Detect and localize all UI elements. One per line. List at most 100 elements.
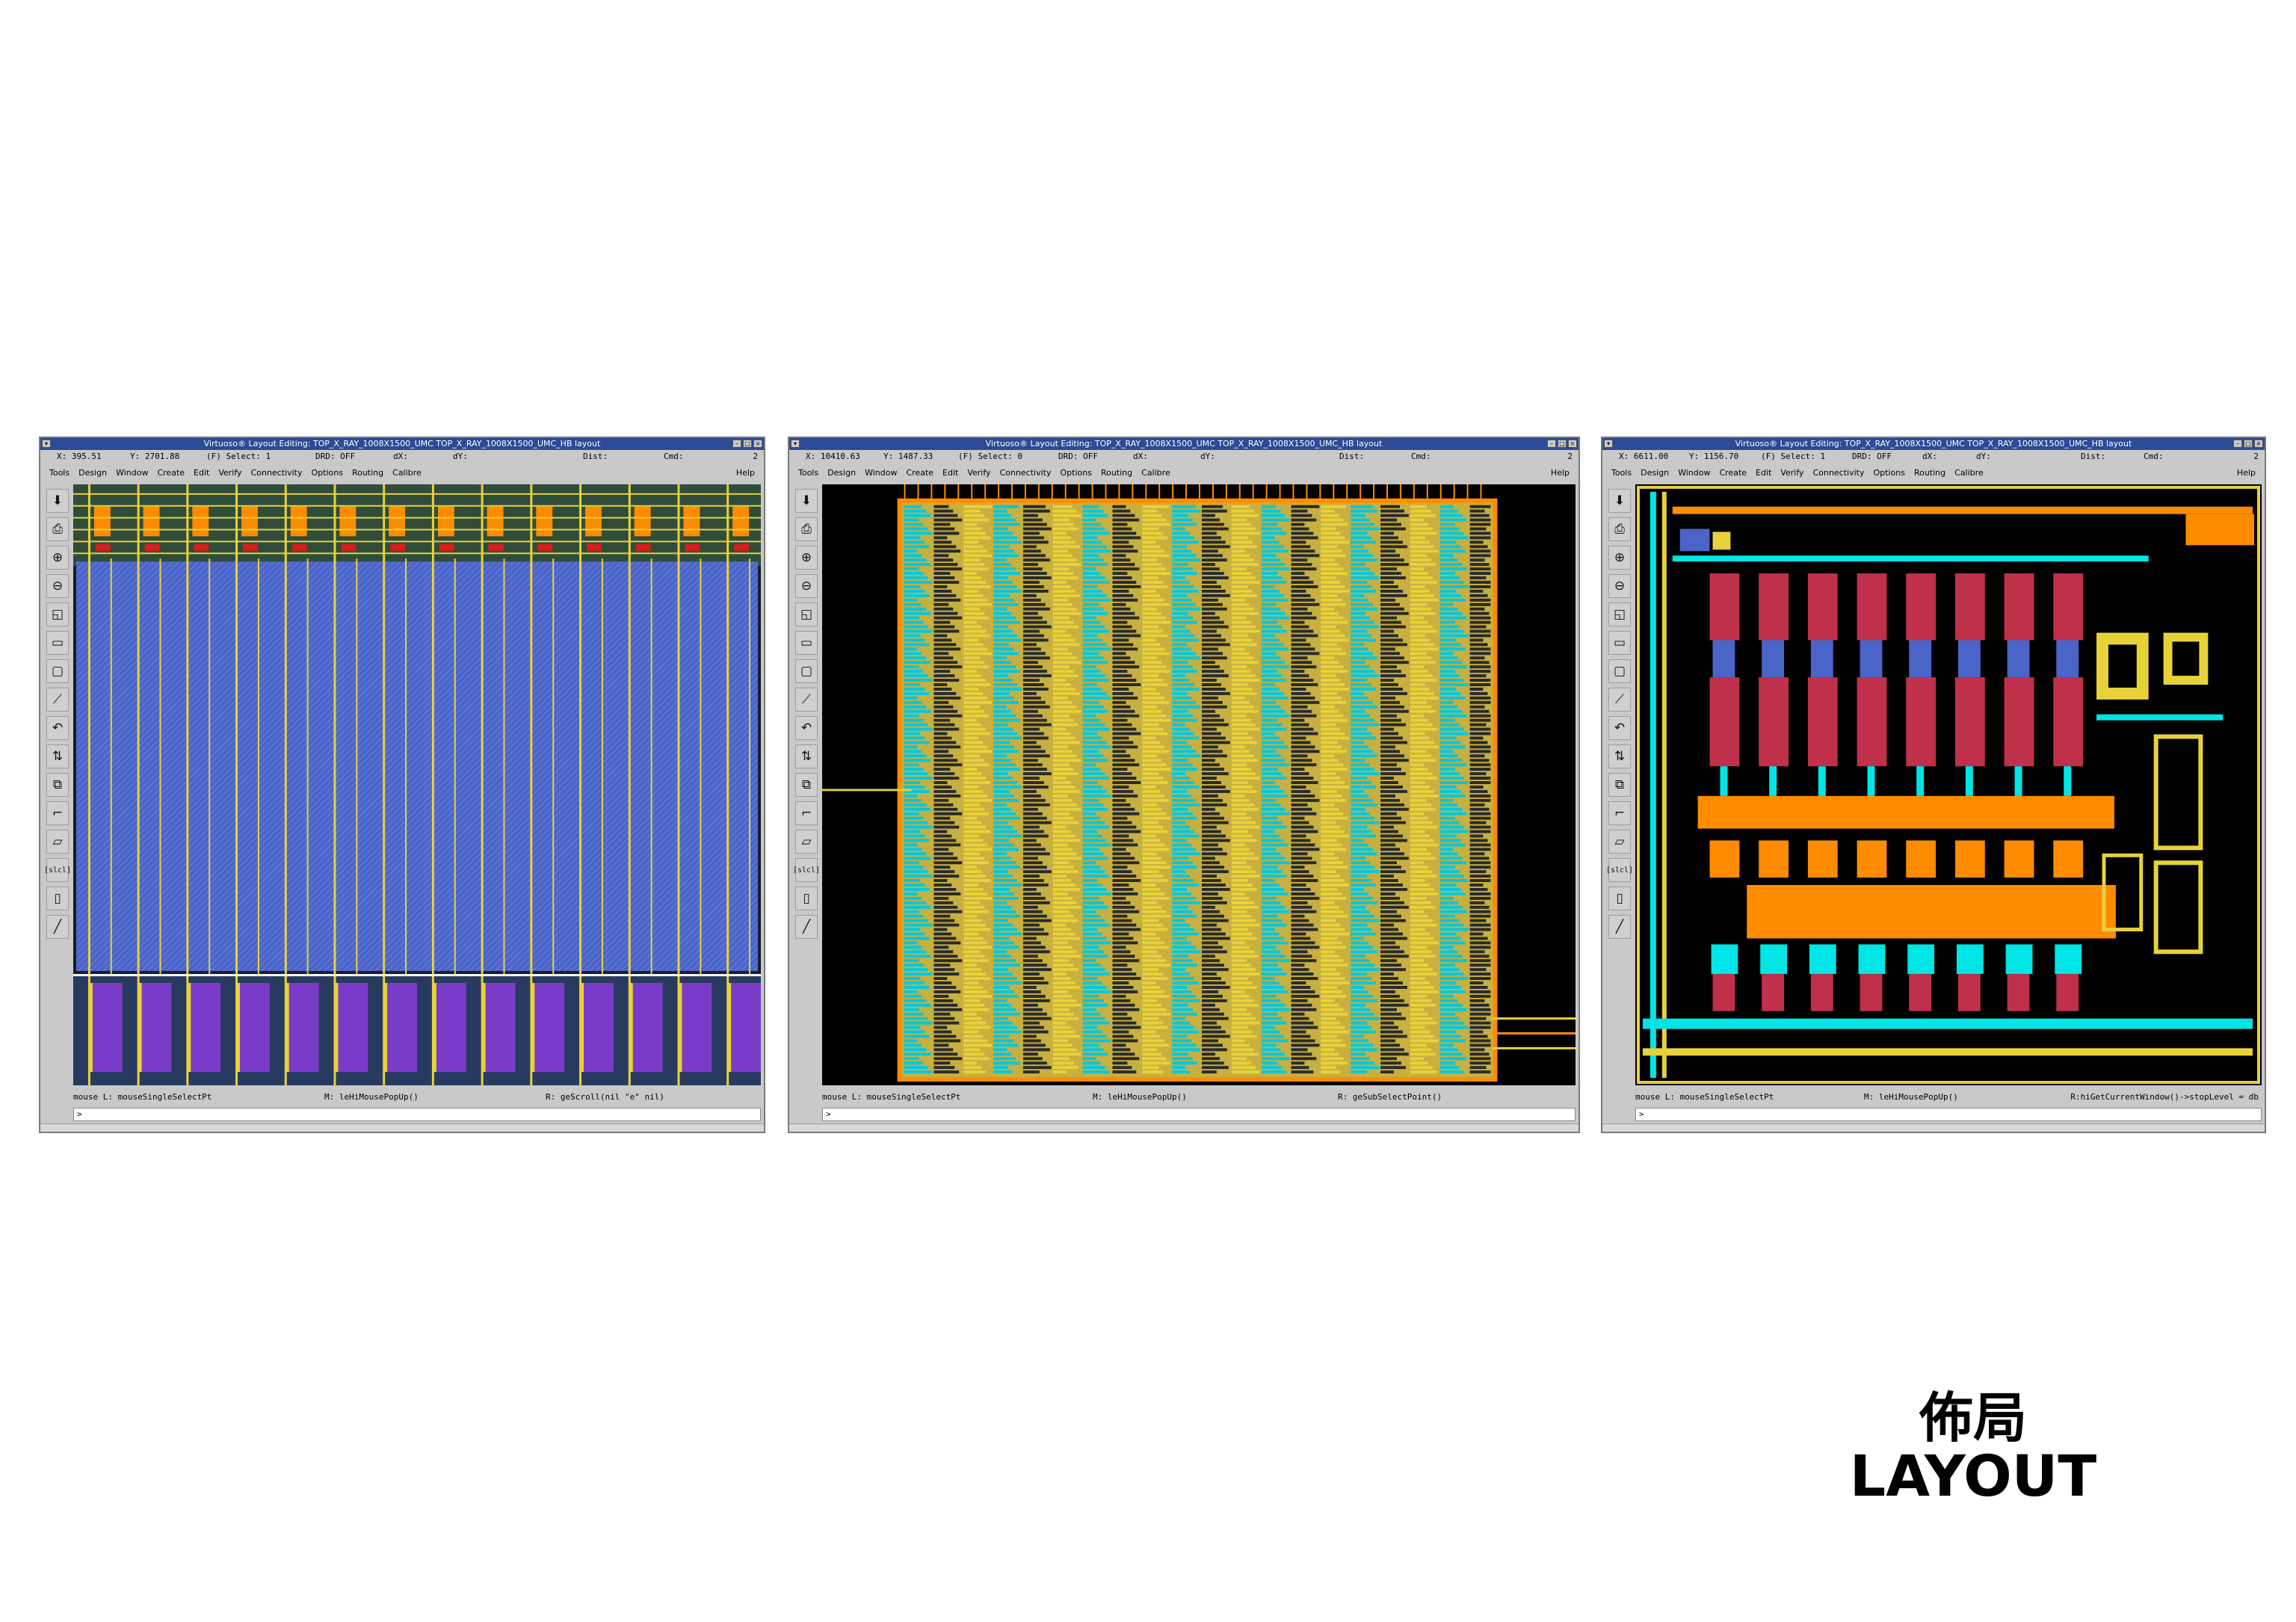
minimize-icon[interactable]: – (1547, 440, 1556, 448)
menu-options[interactable]: Options (1873, 468, 1905, 478)
print-icon[interactable]: ⎙ (1608, 517, 1631, 541)
menu-calibre[interactable]: Calibre (1954, 468, 1984, 478)
save-icon[interactable]: ⬇ (46, 489, 69, 513)
cil-input[interactable]: > (1635, 1108, 2262, 1121)
menu-create[interactable]: Create (906, 468, 934, 478)
save-icon[interactable]: ⬇ (795, 489, 818, 513)
wire-icon[interactable]: ╱ (1608, 915, 1631, 939)
ruler-icon[interactable]: ⟋ (46, 688, 69, 712)
fit-view-icon[interactable]: ◱ (795, 602, 818, 626)
maximize-icon[interactable]: □ (743, 440, 752, 448)
menu-window[interactable]: Window (1678, 468, 1711, 478)
pan-icon[interactable]: ▭ (795, 631, 818, 655)
slice-icon[interactable]: [slcl] (44, 858, 71, 882)
polygon-icon[interactable]: ▱ (795, 830, 818, 854)
close-icon[interactable]: × (1568, 440, 1577, 448)
menu-edit[interactable]: Edit (942, 468, 959, 478)
menu-connectivity[interactable]: Connectivity (999, 468, 1052, 478)
layout-canvas[interactable] (1635, 484, 2262, 1085)
wire-icon[interactable]: ╱ (46, 915, 69, 939)
slice-icon[interactable]: [slcl] (793, 858, 820, 882)
menu-calibre[interactable]: Calibre (1141, 468, 1170, 478)
path-icon[interactable]: ⌐ (1608, 801, 1631, 825)
cil-input[interactable]: > (73, 1108, 761, 1121)
path-icon[interactable]: ⌐ (46, 801, 69, 825)
stretch-icon[interactable]: ⇅ (46, 744, 69, 768)
menu-help[interactable]: Help (2236, 468, 2256, 478)
save-icon[interactable]: ⬇ (1608, 489, 1631, 513)
menu-create[interactable]: Create (1719, 468, 1747, 478)
pan-icon[interactable]: ▭ (1608, 631, 1631, 655)
maximize-icon[interactable]: □ (1558, 440, 1567, 448)
zoom-out-icon[interactable]: ⊖ (46, 574, 69, 598)
menu-help[interactable]: Help (1550, 468, 1570, 478)
menu-design[interactable]: Design (827, 468, 857, 478)
stretch-icon[interactable]: ⇅ (1608, 744, 1631, 768)
menu-tools[interactable]: Tools (798, 468, 819, 478)
undo-icon[interactable]: ↶ (795, 716, 818, 740)
undo-icon[interactable]: ↶ (1608, 716, 1631, 740)
zoom-in-icon[interactable]: ⊕ (795, 546, 818, 570)
window-menu-icon[interactable]: ▾ (42, 440, 51, 448)
menu-connectivity[interactable]: Connectivity (250, 468, 303, 478)
menu-edit[interactable]: Edit (194, 468, 210, 478)
fit-view-icon[interactable]: ◱ (1608, 602, 1631, 626)
title-bar[interactable]: ▾ Virtuoso® Layout Editing: TOP_X_RAY_10… (789, 438, 1578, 450)
zoom-in-icon[interactable]: ⊕ (1608, 546, 1631, 570)
fit-view-icon[interactable]: ◱ (46, 602, 69, 626)
menu-window[interactable]: Window (865, 468, 898, 478)
menu-verify[interactable]: Verify (218, 468, 242, 478)
select-icon[interactable]: ▢ (795, 659, 818, 683)
polygon-icon[interactable]: ▱ (46, 830, 69, 854)
layout-canvas[interactable] (73, 484, 761, 1085)
menu-options[interactable]: Options (1060, 468, 1092, 478)
title-bar[interactable]: ▾ Virtuoso® Layout Editing: TOP_X_RAY_10… (1602, 438, 2265, 450)
menu-verify[interactable]: Verify (1780, 468, 1804, 478)
menu-window[interactable]: Window (116, 468, 149, 478)
ruler-icon[interactable]: ⟋ (1608, 688, 1631, 712)
menu-routing[interactable]: Routing (1100, 468, 1133, 478)
window-menu-icon[interactable]: ▾ (1604, 440, 1613, 448)
menu-connectivity[interactable]: Connectivity (1812, 468, 1865, 478)
print-icon[interactable]: ⎙ (46, 517, 69, 541)
slice-icon[interactable]: [slcl] (1606, 858, 1633, 882)
menu-design[interactable]: Design (78, 468, 108, 478)
menu-help[interactable]: Help (735, 468, 755, 478)
stretch-icon[interactable]: ⇅ (795, 744, 818, 768)
menu-routing[interactable]: Routing (1913, 468, 1946, 478)
zoom-out-icon[interactable]: ⊖ (1608, 574, 1631, 598)
undo-icon[interactable]: ↶ (46, 716, 69, 740)
select-icon[interactable]: ▢ (1608, 659, 1631, 683)
path-icon[interactable]: ⌐ (795, 801, 818, 825)
hierarchy-icon[interactable]: ⧉ (1608, 773, 1631, 797)
label-icon[interactable]: ▯ (1608, 886, 1631, 910)
menu-calibre[interactable]: Calibre (392, 468, 422, 478)
menu-routing[interactable]: Routing (351, 468, 384, 478)
menu-options[interactable]: Options (311, 468, 343, 478)
title-bar[interactable]: ▾ Virtuoso® Layout Editing: TOP_X_RAY_10… (40, 438, 764, 450)
menu-tools[interactable]: Tools (49, 468, 70, 478)
layout-canvas[interactable] (822, 484, 1576, 1085)
menu-design[interactable]: Design (1641, 468, 1670, 478)
menu-edit[interactable]: Edit (1756, 468, 1772, 478)
hierarchy-icon[interactable]: ⧉ (795, 773, 818, 797)
maximize-icon[interactable]: □ (2244, 440, 2253, 448)
ruler-icon[interactable]: ⟋ (795, 688, 818, 712)
close-icon[interactable]: × (2254, 440, 2263, 448)
minimize-icon[interactable]: – (732, 440, 741, 448)
minimize-icon[interactable]: – (2233, 440, 2242, 448)
cil-input[interactable]: > (822, 1108, 1576, 1121)
menu-verify[interactable]: Verify (967, 468, 991, 478)
close-icon[interactable]: × (753, 440, 762, 448)
window-menu-icon[interactable]: ▾ (791, 440, 800, 448)
label-icon[interactable]: ▯ (795, 886, 818, 910)
wire-icon[interactable]: ╱ (795, 915, 818, 939)
polygon-icon[interactable]: ▱ (1608, 830, 1631, 854)
label-icon[interactable]: ▯ (46, 886, 69, 910)
select-icon[interactable]: ▢ (46, 659, 69, 683)
hierarchy-icon[interactable]: ⧉ (46, 773, 69, 797)
menu-create[interactable]: Create (157, 468, 185, 478)
pan-icon[interactable]: ▭ (46, 631, 69, 655)
zoom-out-icon[interactable]: ⊖ (795, 574, 818, 598)
print-icon[interactable]: ⎙ (795, 517, 818, 541)
